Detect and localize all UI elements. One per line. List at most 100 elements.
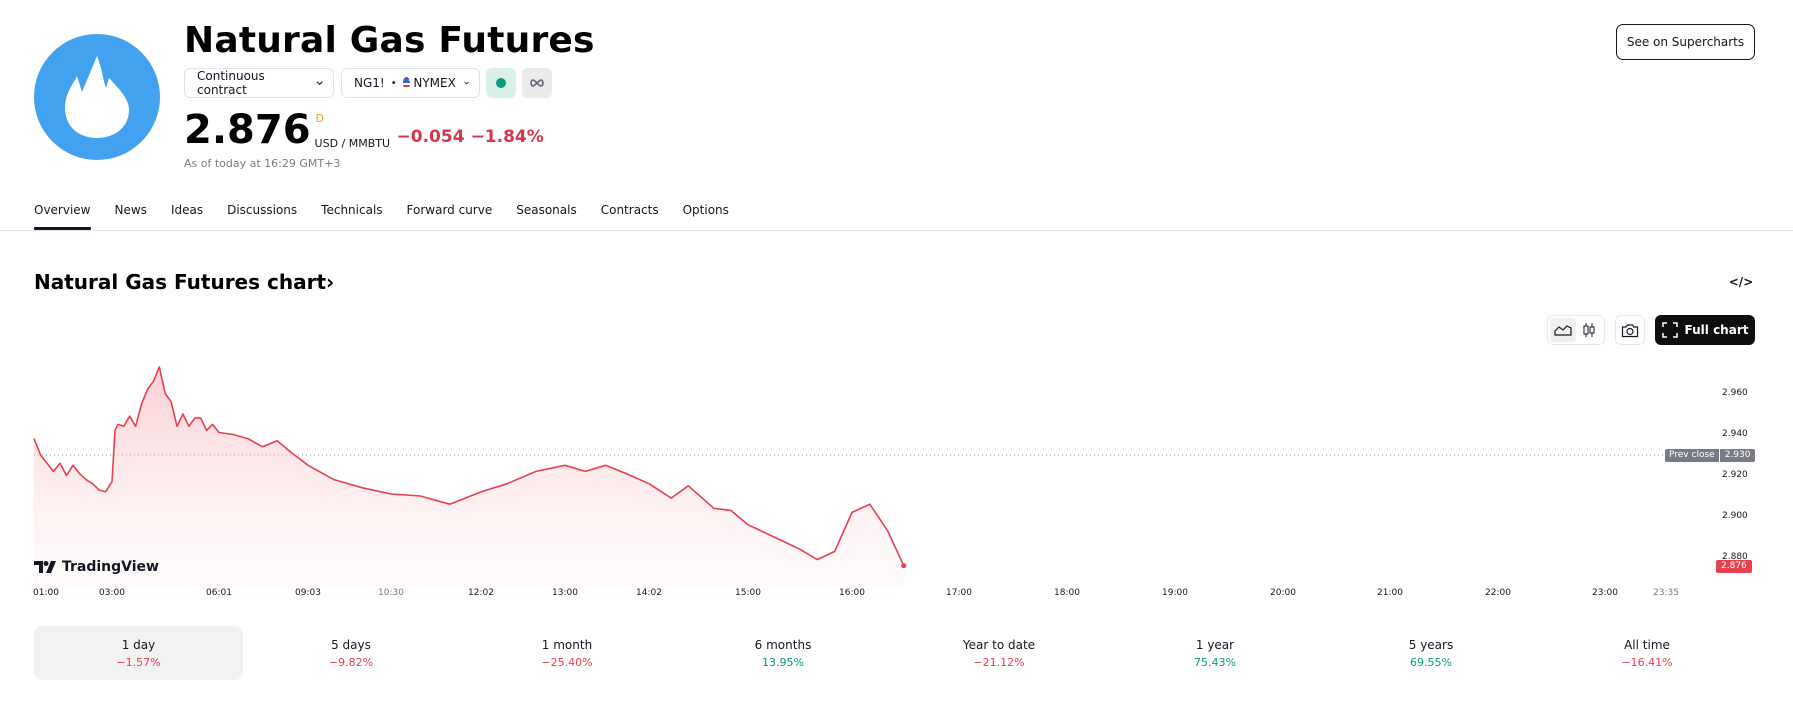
us-flag-icon bbox=[402, 77, 411, 89]
period-change: −21.12% bbox=[973, 655, 1025, 669]
period-change: −1.57% bbox=[116, 655, 161, 669]
last-price: 2.876 bbox=[184, 107, 311, 153]
embed-code-icon[interactable]: </> bbox=[1728, 275, 1754, 289]
chevron-down-icon bbox=[464, 81, 469, 85]
prev-close-label: Prev close bbox=[1665, 449, 1719, 462]
x-tick-label: 23:00 bbox=[1592, 588, 1618, 598]
full-chart-button[interactable]: Full chart bbox=[1655, 315, 1755, 345]
price-chart[interactable] bbox=[0, 350, 1793, 590]
period-change: −16.41% bbox=[1621, 655, 1673, 669]
x-tick-label: 19:00 bbox=[1162, 588, 1188, 598]
last-price-dot bbox=[901, 563, 907, 569]
market-status-button[interactable] bbox=[486, 68, 516, 98]
period-5-days[interactable]: 5 days −9.82% bbox=[243, 626, 459, 680]
area-style-button[interactable] bbox=[1550, 318, 1576, 342]
y-tick-label: 2.900 bbox=[1722, 511, 1748, 521]
continuous-contract-button[interactable] bbox=[522, 68, 552, 98]
tab-discussions[interactable]: Discussions bbox=[227, 203, 298, 217]
prev-close-tag: Prev close 2.930 bbox=[1665, 449, 1756, 462]
tab-technicals[interactable]: Technicals bbox=[321, 203, 383, 217]
x-tick-label: 12:02 bbox=[468, 588, 494, 598]
period-change: 75.43% bbox=[1194, 655, 1236, 669]
x-tick-label: 09:03 bbox=[295, 588, 321, 598]
x-tick-label: 22:00 bbox=[1485, 588, 1511, 598]
x-tick-label: 01:00 bbox=[33, 588, 59, 598]
flame-icon bbox=[65, 56, 129, 138]
camera-icon bbox=[1621, 323, 1639, 337]
exchange-label: NYMEX bbox=[413, 76, 456, 90]
period-change: −9.82% bbox=[328, 655, 374, 669]
tab-bar: Overview News Ideas Discussions Technica… bbox=[34, 203, 753, 230]
chevron-down-icon bbox=[316, 81, 323, 86]
period-change: 13.95% bbox=[762, 655, 804, 669]
snapshot-button[interactable] bbox=[1615, 315, 1645, 345]
tab-news[interactable]: News bbox=[114, 203, 147, 217]
price-unit: USD / MMBTU bbox=[314, 137, 391, 150]
x-tick-label: 10:30 bbox=[378, 588, 404, 598]
contract-select-label: Continuous contract bbox=[197, 69, 265, 97]
candles-style-button[interactable] bbox=[1576, 318, 1602, 342]
price-change: −0.054 −1.84% bbox=[397, 122, 544, 152]
chart-section-title[interactable]: Natural Gas Futures chart› bbox=[34, 270, 334, 294]
y-tick-label: 2.940 bbox=[1722, 429, 1748, 439]
period-label: 5 years bbox=[1408, 637, 1454, 652]
tab-seasonals[interactable]: Seasonals bbox=[516, 203, 577, 217]
tab-overview[interactable]: Overview bbox=[34, 203, 91, 230]
x-tick-label: 14:02 bbox=[636, 588, 662, 598]
contract-select[interactable]: Continuous contract bbox=[184, 68, 334, 98]
y-tick-label: 2.880 bbox=[1722, 552, 1748, 562]
period-1-day[interactable]: 1 day −1.57% bbox=[34, 626, 243, 680]
logo-avatar bbox=[34, 34, 160, 160]
see-on-supercharts-button[interactable]: See on Supercharts bbox=[1616, 24, 1755, 60]
y-tick-label: 2.960 bbox=[1722, 388, 1748, 398]
period-1-year[interactable]: 1 year 75.43% bbox=[1107, 626, 1323, 680]
period-all-time[interactable]: All time −16.41% bbox=[1539, 626, 1755, 680]
change-abs: −0.054 bbox=[396, 127, 465, 147]
price-line bbox=[33, 366, 905, 567]
price-area bbox=[34, 366, 904, 590]
symbol-exchange-select[interactable]: NG1! • NYMEX bbox=[341, 68, 480, 98]
x-tick-label: 03:00 bbox=[99, 588, 125, 598]
x-tick-label: 21:00 bbox=[1377, 588, 1403, 598]
period-label: 6 months bbox=[754, 637, 812, 652]
period-label: 1 year bbox=[1195, 637, 1235, 652]
x-tick-label: 16:00 bbox=[839, 588, 865, 598]
x-tick-label: 18:00 bbox=[1054, 588, 1080, 598]
separator: • bbox=[390, 77, 397, 89]
period-5-years[interactable]: 5 years 69.55% bbox=[1323, 626, 1539, 680]
x-tick-label: 17:00 bbox=[946, 588, 972, 598]
period-change: 69.55% bbox=[1410, 655, 1452, 669]
quote-row: 2.876 D USD / MMBTU −0.054 −1.84% bbox=[184, 108, 544, 152]
candlestick-icon bbox=[1583, 323, 1595, 337]
period-performance-bar: 1 day −1.57% 5 days −9.82% 1 month −25.4… bbox=[34, 626, 1755, 680]
period-label: 5 days bbox=[331, 637, 371, 652]
tab-contracts[interactable]: Contracts bbox=[600, 203, 659, 217]
period-label: 1 day bbox=[121, 637, 156, 652]
tab-options[interactable]: Options bbox=[682, 203, 729, 217]
tradingview-watermark[interactable]: TradingView bbox=[34, 559, 159, 575]
chart-title-text: Natural Gas Futures chart bbox=[34, 270, 327, 294]
period-label: Year to date bbox=[962, 637, 1036, 652]
area-chart-icon bbox=[1554, 325, 1572, 336]
period-label: 1 month bbox=[541, 637, 593, 652]
market-open-dot-icon bbox=[496, 78, 506, 88]
period-year-to-date[interactable]: Year to date −21.12% bbox=[891, 626, 1107, 680]
divider bbox=[0, 230, 1793, 231]
x-tick-label: 23:35 bbox=[1653, 588, 1679, 598]
y-tick-label: 2.920 bbox=[1722, 470, 1748, 480]
chevron-right-icon: › bbox=[326, 270, 335, 294]
tab-ideas[interactable]: Ideas bbox=[170, 203, 204, 217]
tradingview-label: TradingView bbox=[62, 559, 159, 575]
infinity-icon bbox=[530, 79, 544, 87]
delayed-marker: D bbox=[315, 112, 325, 125]
chart-style-toggle bbox=[1547, 315, 1605, 345]
tab-forward-curve[interactable]: Forward curve bbox=[406, 203, 493, 217]
period-1-month[interactable]: 1 month −25.40% bbox=[459, 626, 675, 680]
full-chart-label: Full chart bbox=[1684, 323, 1749, 337]
as-of-timestamp: As of today at 16:29 GMT+3 bbox=[184, 157, 341, 170]
period-6-months[interactable]: 6 months 13.95% bbox=[675, 626, 891, 680]
x-tick-label: 20:00 bbox=[1270, 588, 1296, 598]
page-title: Natural Gas Futures bbox=[184, 20, 595, 61]
tradingview-logo-icon bbox=[34, 561, 56, 573]
x-tick-label: 06:01 bbox=[206, 588, 232, 598]
